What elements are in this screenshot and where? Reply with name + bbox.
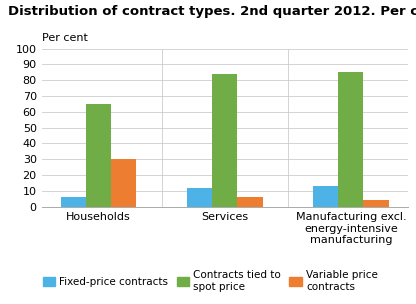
Bar — [212, 74, 237, 207]
Bar — [364, 200, 389, 207]
Bar — [61, 197, 86, 207]
Bar — [86, 104, 111, 207]
Text: Distribution of contract types. 2nd quarter 2012. Per cent: Distribution of contract types. 2nd quar… — [8, 5, 416, 18]
Text: Per cent: Per cent — [42, 33, 87, 43]
Bar — [187, 188, 212, 207]
Bar — [111, 159, 136, 207]
Bar — [237, 197, 262, 207]
Bar — [338, 72, 364, 207]
Legend: Fixed-price contracts, Contracts tied to
spot price, Variable price
contracts: Fixed-price contracts, Contracts tied to… — [39, 266, 382, 296]
Bar — [313, 186, 338, 207]
